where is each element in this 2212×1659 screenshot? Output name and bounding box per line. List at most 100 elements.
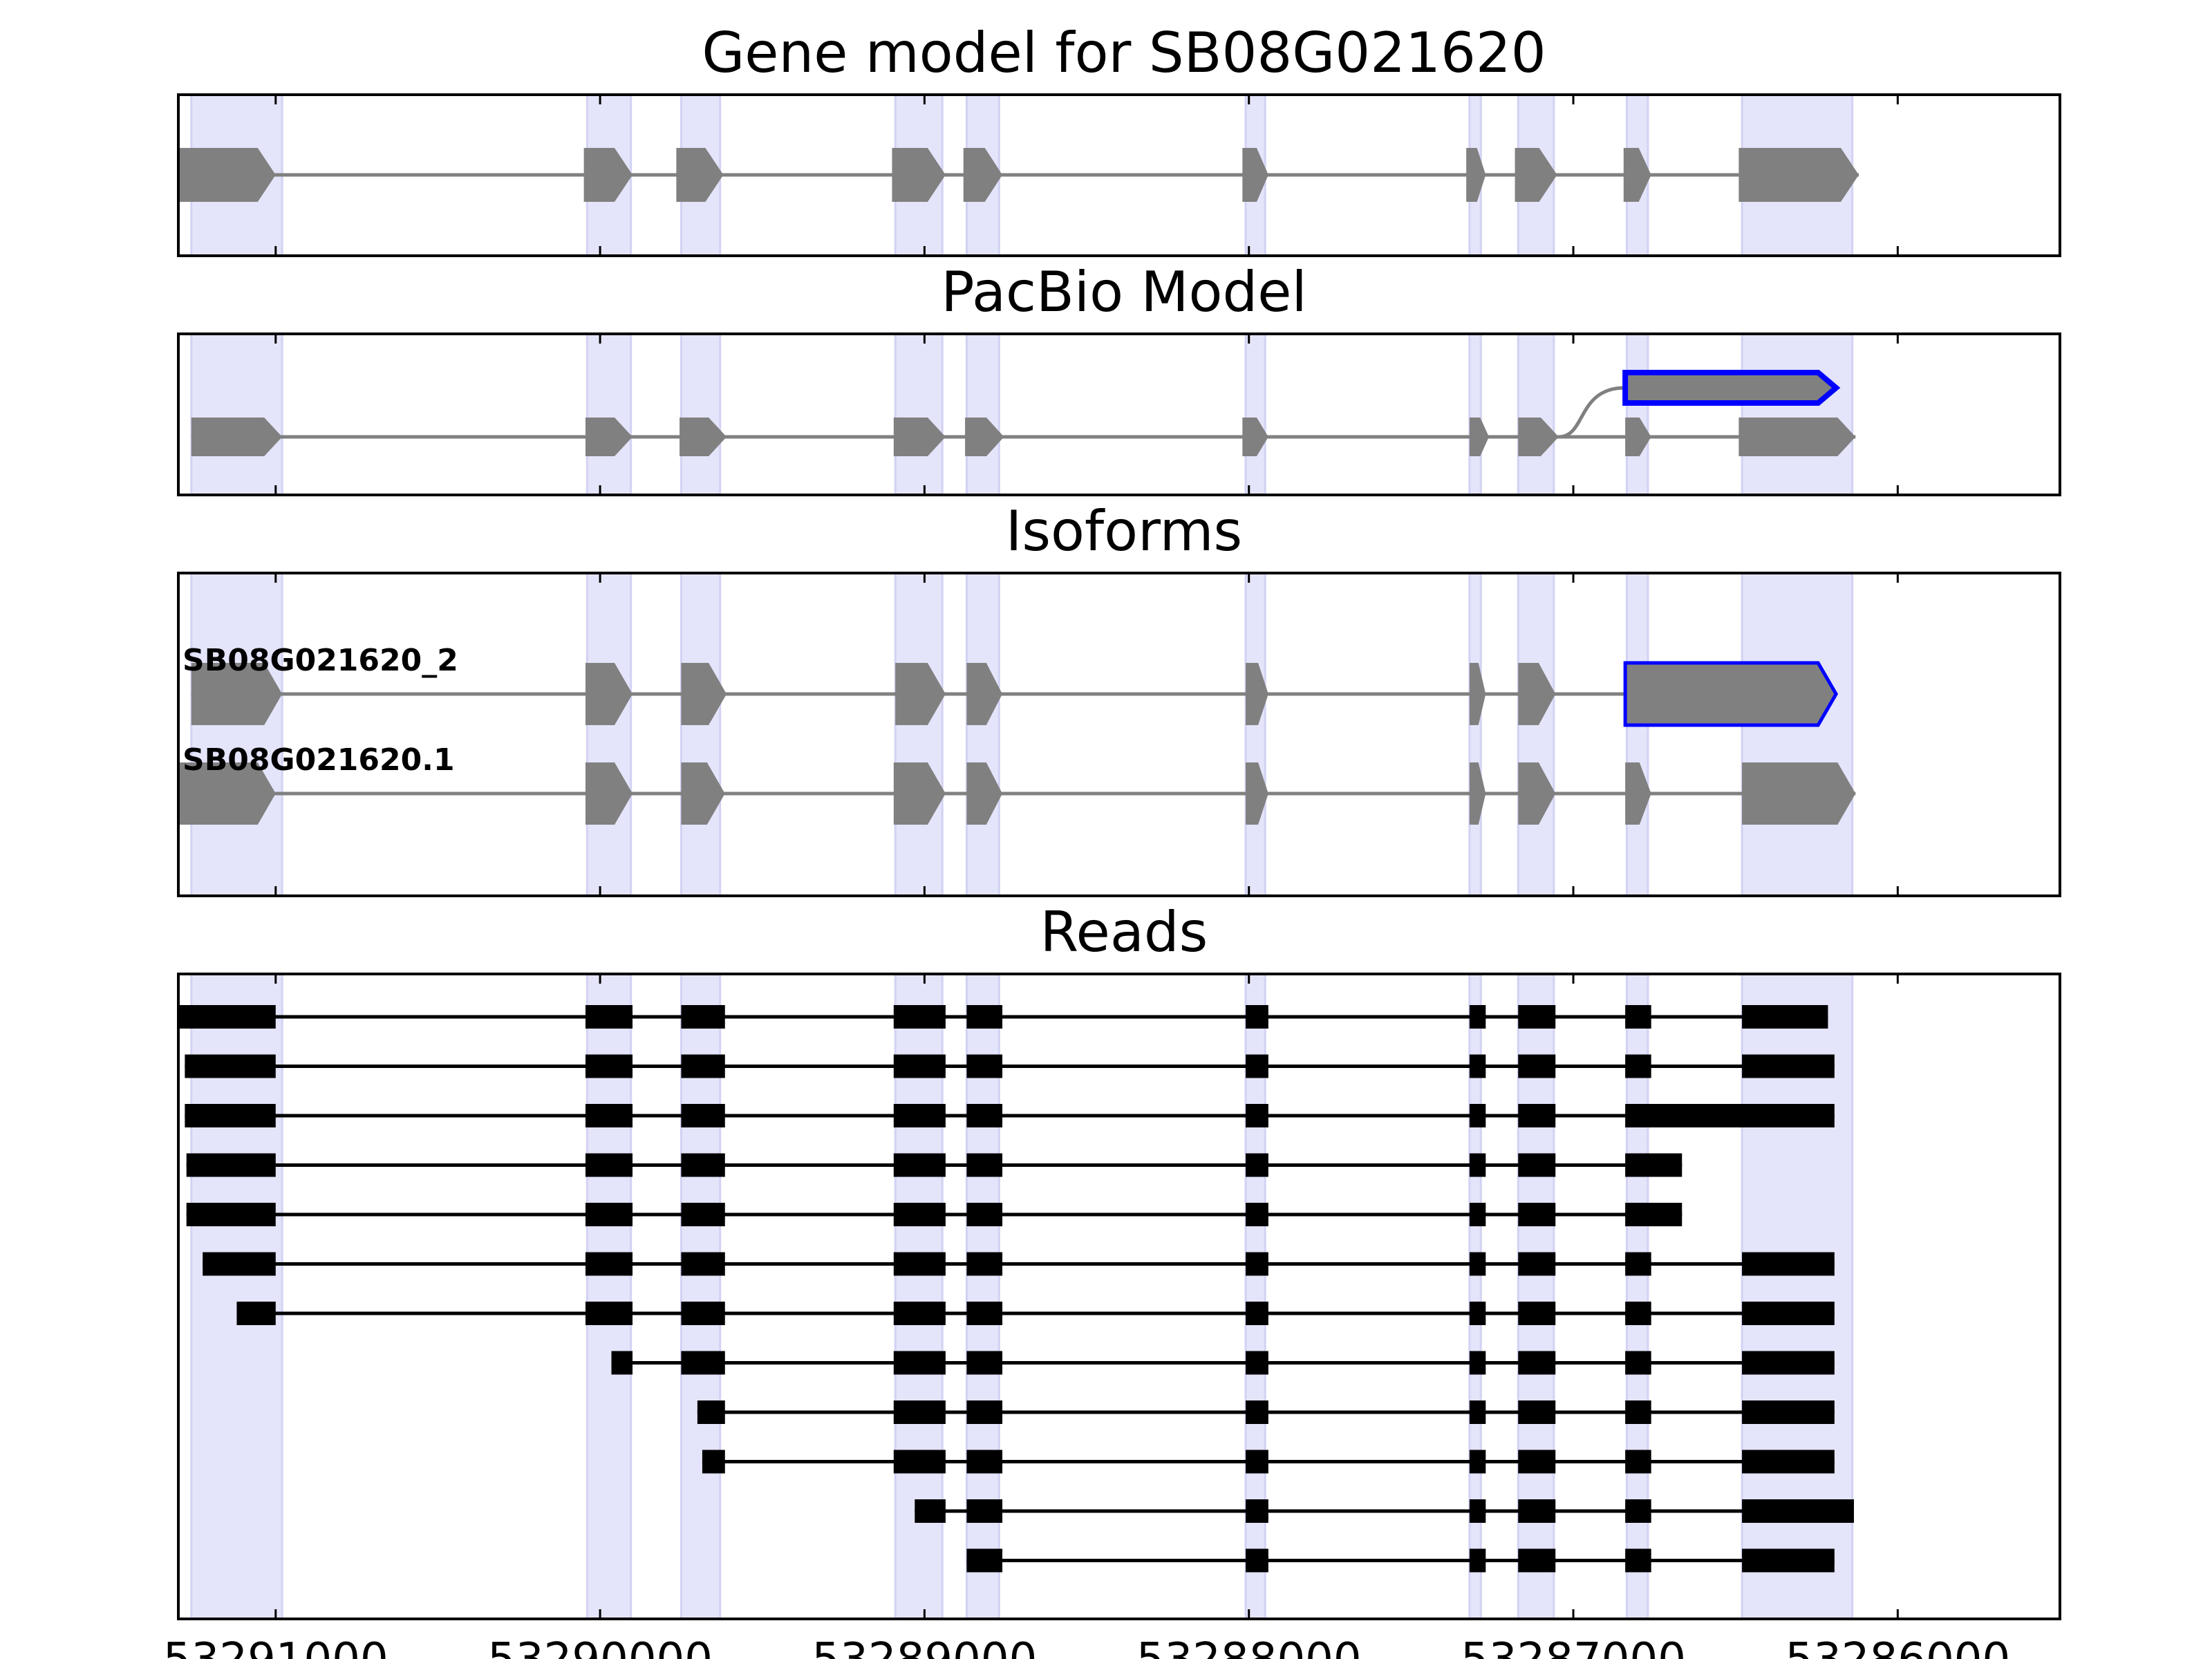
read-block [702,1450,725,1474]
read-block [966,1450,1003,1474]
exon [585,762,633,825]
exon [1742,762,1856,825]
panel-gene-model: Gene model for SB08G021620 [177,21,2061,257]
highlight-region [1625,572,1649,897]
read [186,1203,1683,1226]
read-block [1742,1252,1835,1276]
pacbio-alt-exon [1622,370,1841,406]
x-tick-label: 53289000 [812,1634,1038,1659]
highlight-region [585,332,632,496]
read-block [186,1203,276,1226]
read-block [1625,1203,1683,1226]
read-block [1518,1104,1556,1127]
pacbio-model-title: PacBio Model [941,260,1306,324]
read-block [236,1302,276,1325]
exon [1242,148,1268,202]
read-block [1246,1252,1268,1276]
exon [1623,661,1839,727]
read-block [1625,1400,1651,1424]
exon [676,148,724,202]
read [178,1005,1828,1029]
exon [191,418,283,456]
read-block [966,1153,1003,1177]
read-block [1469,1400,1486,1424]
exon [1469,418,1490,456]
read-block [203,1252,276,1276]
highlight-region [1468,572,1482,897]
read-block [681,1351,725,1375]
exon [1518,663,1556,725]
read-block [1518,1302,1556,1325]
read [185,1104,1835,1127]
read-block [1246,1153,1268,1177]
read-block [893,1203,946,1226]
exon [895,663,946,725]
read-block [1246,1302,1268,1325]
highlight-region [679,332,722,496]
read-block [1246,1499,1268,1523]
read-block [1518,1499,1556,1523]
read-block [1246,1104,1268,1127]
exon [585,663,633,725]
read-block [681,1104,725,1127]
read [186,1153,1683,1177]
read-block [1625,1153,1683,1177]
exon [1242,418,1268,456]
read [236,1302,1835,1325]
read-block [681,1054,725,1078]
panel-pacbio-model: PacBio Model [177,260,2061,496]
read-block [585,1153,633,1177]
read-block [1742,1450,1835,1474]
read-block [1625,1499,1651,1523]
read-block [1246,1203,1268,1226]
read [697,1400,1835,1424]
highlight-region [1468,332,1482,496]
read-block [585,1005,633,1029]
read-block [1518,1252,1556,1276]
read-block [697,1400,725,1424]
read-block [1469,1351,1486,1375]
highlight-region [965,572,1000,897]
highlight-region [894,572,944,897]
read-block [1518,1450,1556,1474]
read-block [681,1302,725,1325]
read-block [1518,1005,1556,1029]
exon [681,663,727,725]
read-block [1625,1252,1651,1276]
read-block [585,1252,633,1276]
read [915,1499,1854,1523]
isoforms-title: Isoforms [1006,499,1242,563]
exon [1738,148,1859,202]
read-block [178,1005,276,1029]
exon [965,418,1004,456]
highlight-region [1244,572,1266,897]
read-block [893,1054,946,1078]
read-block [966,1351,1003,1375]
exon [893,762,946,825]
read-block [611,1351,633,1375]
read-block [681,1203,725,1226]
read-block [585,1054,633,1078]
exon [1466,148,1486,202]
axes-frame [177,572,2061,897]
x-tick-label: 53286000 [1785,1634,2010,1659]
exon [585,418,633,456]
branch-connector [1558,386,1626,439]
panel-reads: Reads [177,900,2061,1620]
isoform-label: SB08G021620.1 [182,742,455,778]
highlight-region [965,332,1000,496]
read-block [1246,1548,1268,1573]
exon [1469,762,1486,825]
read-block [1246,1400,1268,1424]
read-block [1742,1400,1835,1424]
highlight-region [894,332,944,496]
read-block [585,1104,633,1127]
read-block [966,1400,1003,1424]
read-block [1518,1351,1556,1375]
read-block [1742,1548,1835,1573]
read-block [1469,1450,1486,1474]
axes-frame [177,93,2061,257]
read-block [966,1054,1003,1078]
read-block [1742,1005,1828,1029]
